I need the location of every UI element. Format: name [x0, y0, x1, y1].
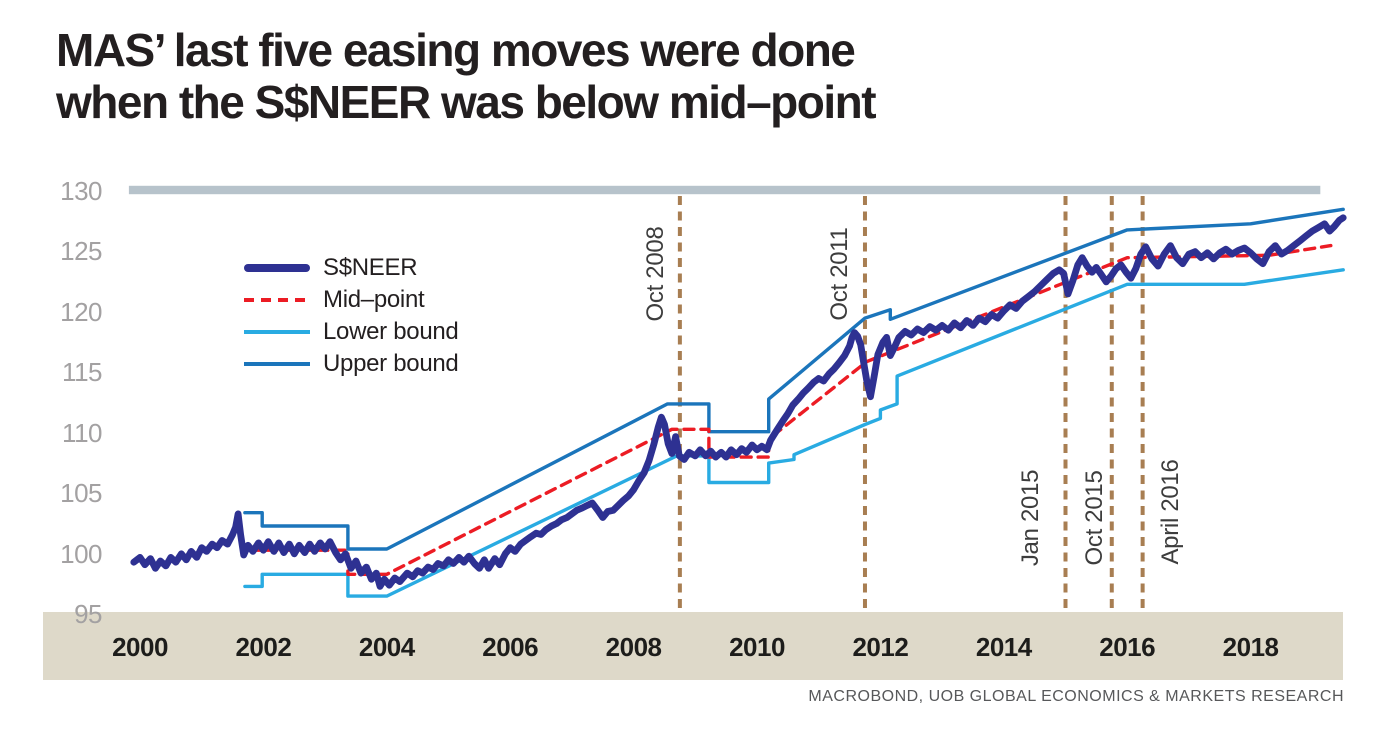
ceiling-bar-130: [128, 185, 1321, 195]
legend-row-upper-bound: Upper bound: [244, 350, 459, 377]
legend-label-s-neer: S$NEER: [323, 254, 418, 281]
chart-title: MAS’ last five easing moves were done wh…: [56, 24, 877, 128]
legend-row-mid-point: Mid–point: [244, 286, 458, 313]
legend-label-lower-bound: Lower bound: [323, 318, 459, 345]
legend-swatch-upper-bound-line: [244, 362, 310, 366]
series-s-neer: [130, 214, 1347, 590]
legend-swatch-s-neer-line: [244, 264, 310, 272]
chart-title-line-2: when the S$NEER was below mid–point: [56, 76, 877, 128]
legend-row-s-neer: S$NEER: [244, 254, 458, 281]
source-credit: MACROBOND, UOB GLOBAL ECONOMICS & MARKET…: [808, 688, 1344, 705]
legend-row-lower-bound: Lower bound: [244, 318, 459, 345]
chart-title-line-1: MAS’ last five easing moves were done: [56, 24, 856, 76]
legend-swatch-lower-bound-line: [244, 330, 310, 334]
legend: S$NEER Mid–point Lower bound Upper bound: [244, 254, 459, 384]
series-lower-bound: [243, 268, 1345, 598]
legend-label-mid-point: Mid–point: [323, 286, 425, 313]
legend-label-upper-bound: Upper bound: [323, 350, 459, 377]
x-axis-band: [43, 612, 1343, 680]
legend-swatch-mid-point-line: [244, 298, 310, 302]
